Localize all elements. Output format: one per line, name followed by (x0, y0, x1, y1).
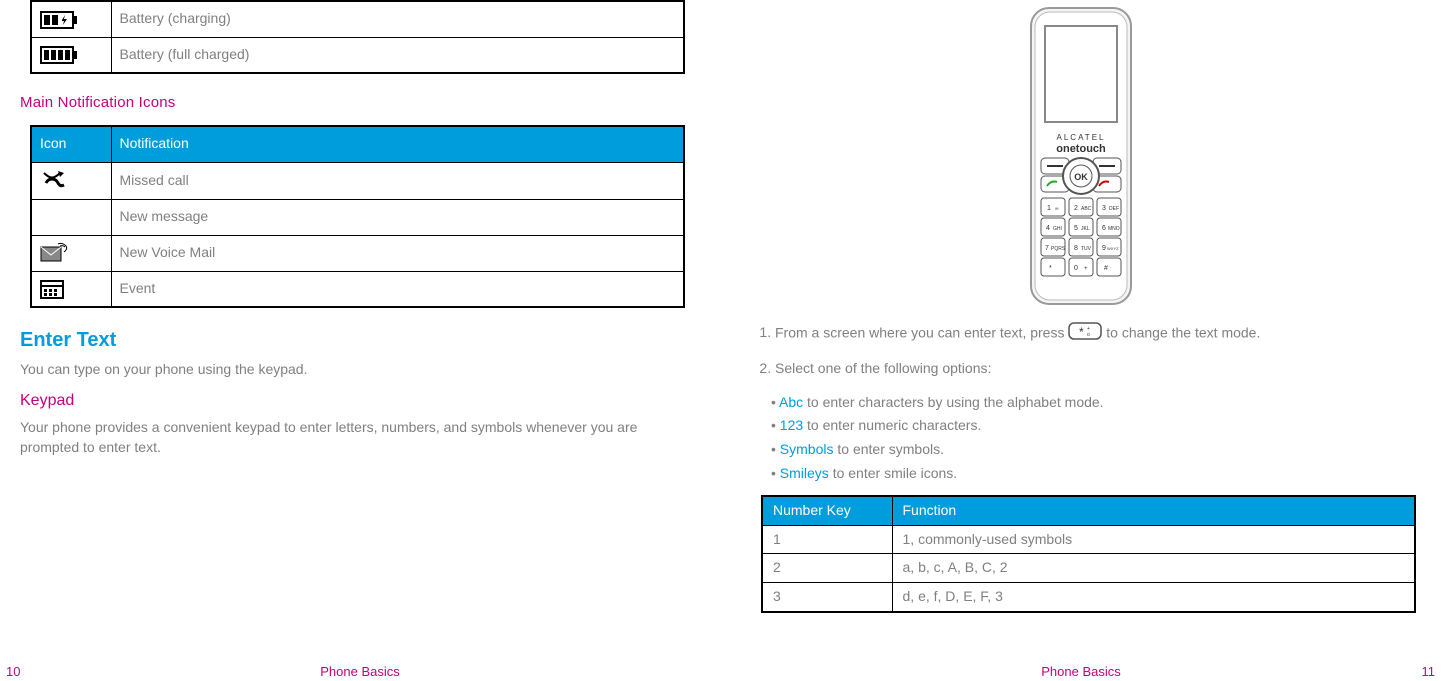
steps-list: From a screen where you can enter text, … (775, 322, 1421, 379)
page-number-right: 11 (1422, 663, 1436, 681)
step-1b: to change the text mode. (1106, 324, 1260, 340)
missed-call-label: Missed call (111, 162, 684, 199)
table-row: Missed call (31, 162, 684, 199)
enter-text-intro: You can type on your phone using the key… (20, 360, 700, 380)
table-row: 3 d, e, f, D, E, F, 3 (762, 582, 1415, 611)
key-1-num: 1 (762, 525, 892, 554)
svg-text:*: * (1049, 265, 1052, 272)
notification-table: Icon Notification Missed call New messag… (30, 125, 685, 308)
keypad-desc: Your phone provides a convenient keypad … (20, 418, 700, 457)
svg-text:8: 8 (1074, 245, 1078, 252)
battery-full-label: Battery (full charged) (111, 37, 684, 73)
key-1-func: 1, commonly-used symbols (892, 525, 1415, 554)
table-row: New message (31, 199, 684, 235)
star-key-icon: *+o (1068, 322, 1102, 346)
table-header-row: Icon Notification (31, 126, 684, 162)
option-abc-rest: to enter characters by using the alphabe… (803, 394, 1103, 410)
main-notification-heading: Main Notification Icons (20, 92, 700, 113)
svg-text:TUV: TUV (1081, 246, 1092, 252)
svg-text:DEF: DEF (1109, 206, 1119, 212)
table-row: Event (31, 271, 684, 307)
number-key-table: Number Key Function 1 1, commonly-used s… (761, 495, 1416, 612)
svg-text:OK: OK (1074, 172, 1088, 182)
svg-text:4: 4 (1046, 225, 1050, 232)
page-left: Battery (charging) Battery (full charged… (0, 0, 720, 669)
svg-text:#: # (1104, 265, 1108, 272)
option-smileys: Smileys to enter smile icons. (771, 464, 1421, 484)
phone-subbrand: onetouch (1056, 143, 1106, 155)
page-right: ALCATEL onetouch OK 1∞ 2ABC 3DEF (721, 0, 1441, 669)
svg-text:*: * (1079, 325, 1084, 339)
table-header-row: Number Key Function (762, 496, 1415, 525)
option-symbols-rest: to enter symbols. (833, 441, 944, 457)
option-abc: Abc to enter characters by using the alp… (771, 393, 1421, 413)
battery-charging-icon (31, 1, 111, 37)
options-list: Abc to enter characters by using the alp… (771, 393, 1421, 483)
svg-text:3: 3 (1102, 205, 1106, 212)
svg-text:o: o (1087, 332, 1090, 338)
option-symbols: Symbols to enter symbols. (771, 440, 1421, 460)
svg-text:∞: ∞ (1055, 206, 1059, 212)
table-row: Battery (charging) (31, 1, 684, 37)
svg-text:WXYZ: WXYZ (1107, 246, 1119, 251)
header-notification: Notification (111, 126, 684, 162)
event-label: Event (111, 271, 684, 307)
new-message-label: New message (111, 199, 684, 235)
voicemail-label: New Voice Mail (111, 235, 684, 271)
option-123: 123 to enter numeric characters. (771, 416, 1421, 436)
phone-illustration: ALCATEL onetouch OK 1 ∞ 2ABC 3DEF (741, 6, 1421, 312)
table-row: Battery (full charged) (31, 37, 684, 73)
option-123-rest: to enter numeric characters. (803, 417, 981, 433)
step-2: Select one of the following options: (775, 359, 1421, 379)
new-message-icon (31, 199, 111, 235)
keypad-heading: Keypad (20, 390, 700, 412)
svg-text:GHI: GHI (1053, 226, 1062, 232)
enter-text-heading: Enter Text (20, 326, 700, 354)
option-abc-name: Abc (779, 394, 803, 410)
header-number-key: Number Key (762, 496, 892, 525)
battery-charging-label: Battery (charging) (111, 1, 684, 37)
step-1: From a screen where you can enter text, … (775, 322, 1421, 346)
svg-text:2: 2 (1074, 205, 1078, 212)
table-row: 2 a, b, c, A, B, C, 2 (762, 554, 1415, 583)
table-row: 1 1, commonly-used symbols (762, 525, 1415, 554)
phone-brand: ALCATEL (1057, 133, 1106, 142)
option-123-name: 123 (780, 417, 803, 433)
header-icon: Icon (31, 126, 111, 162)
svg-text:JKL: JKL (1081, 226, 1090, 232)
page-title-left: Phone Basics (320, 663, 400, 681)
key-3-func: d, e, f, D, E, F, 3 (892, 582, 1415, 611)
battery-full-icon (31, 37, 111, 73)
missed-call-icon (31, 162, 111, 199)
option-smileys-rest: to enter smile icons. (829, 465, 957, 481)
svg-text:9: 9 (1102, 245, 1106, 252)
svg-text:PQRS: PQRS (1051, 246, 1066, 252)
key-3-num: 3 (762, 582, 892, 611)
svg-text:0: 0 (1074, 265, 1078, 272)
svg-text:+: + (1084, 266, 1088, 272)
page-title-right: Phone Basics (1041, 663, 1121, 681)
key-2-num: 2 (762, 554, 892, 583)
svg-text:7: 7 (1045, 245, 1049, 252)
header-function: Function (892, 496, 1415, 525)
battery-table: Battery (charging) Battery (full charged… (30, 0, 685, 74)
svg-text:ABC: ABC (1081, 206, 1092, 212)
option-smileys-name: Smileys (780, 465, 829, 481)
svg-text:5: 5 (1074, 225, 1078, 232)
svg-text:MNO: MNO (1108, 226, 1120, 232)
table-row: New Voice Mail (31, 235, 684, 271)
svg-text:1: 1 (1047, 205, 1051, 212)
step-1a: From a screen where you can enter text, … (775, 324, 1068, 340)
key-2-func: a, b, c, A, B, C, 2 (892, 554, 1415, 583)
voicemail-icon (31, 235, 111, 271)
event-icon (31, 271, 111, 307)
option-symbols-name: Symbols (780, 441, 834, 457)
svg-text:6: 6 (1102, 225, 1106, 232)
page-number-left: 10 (6, 663, 20, 681)
